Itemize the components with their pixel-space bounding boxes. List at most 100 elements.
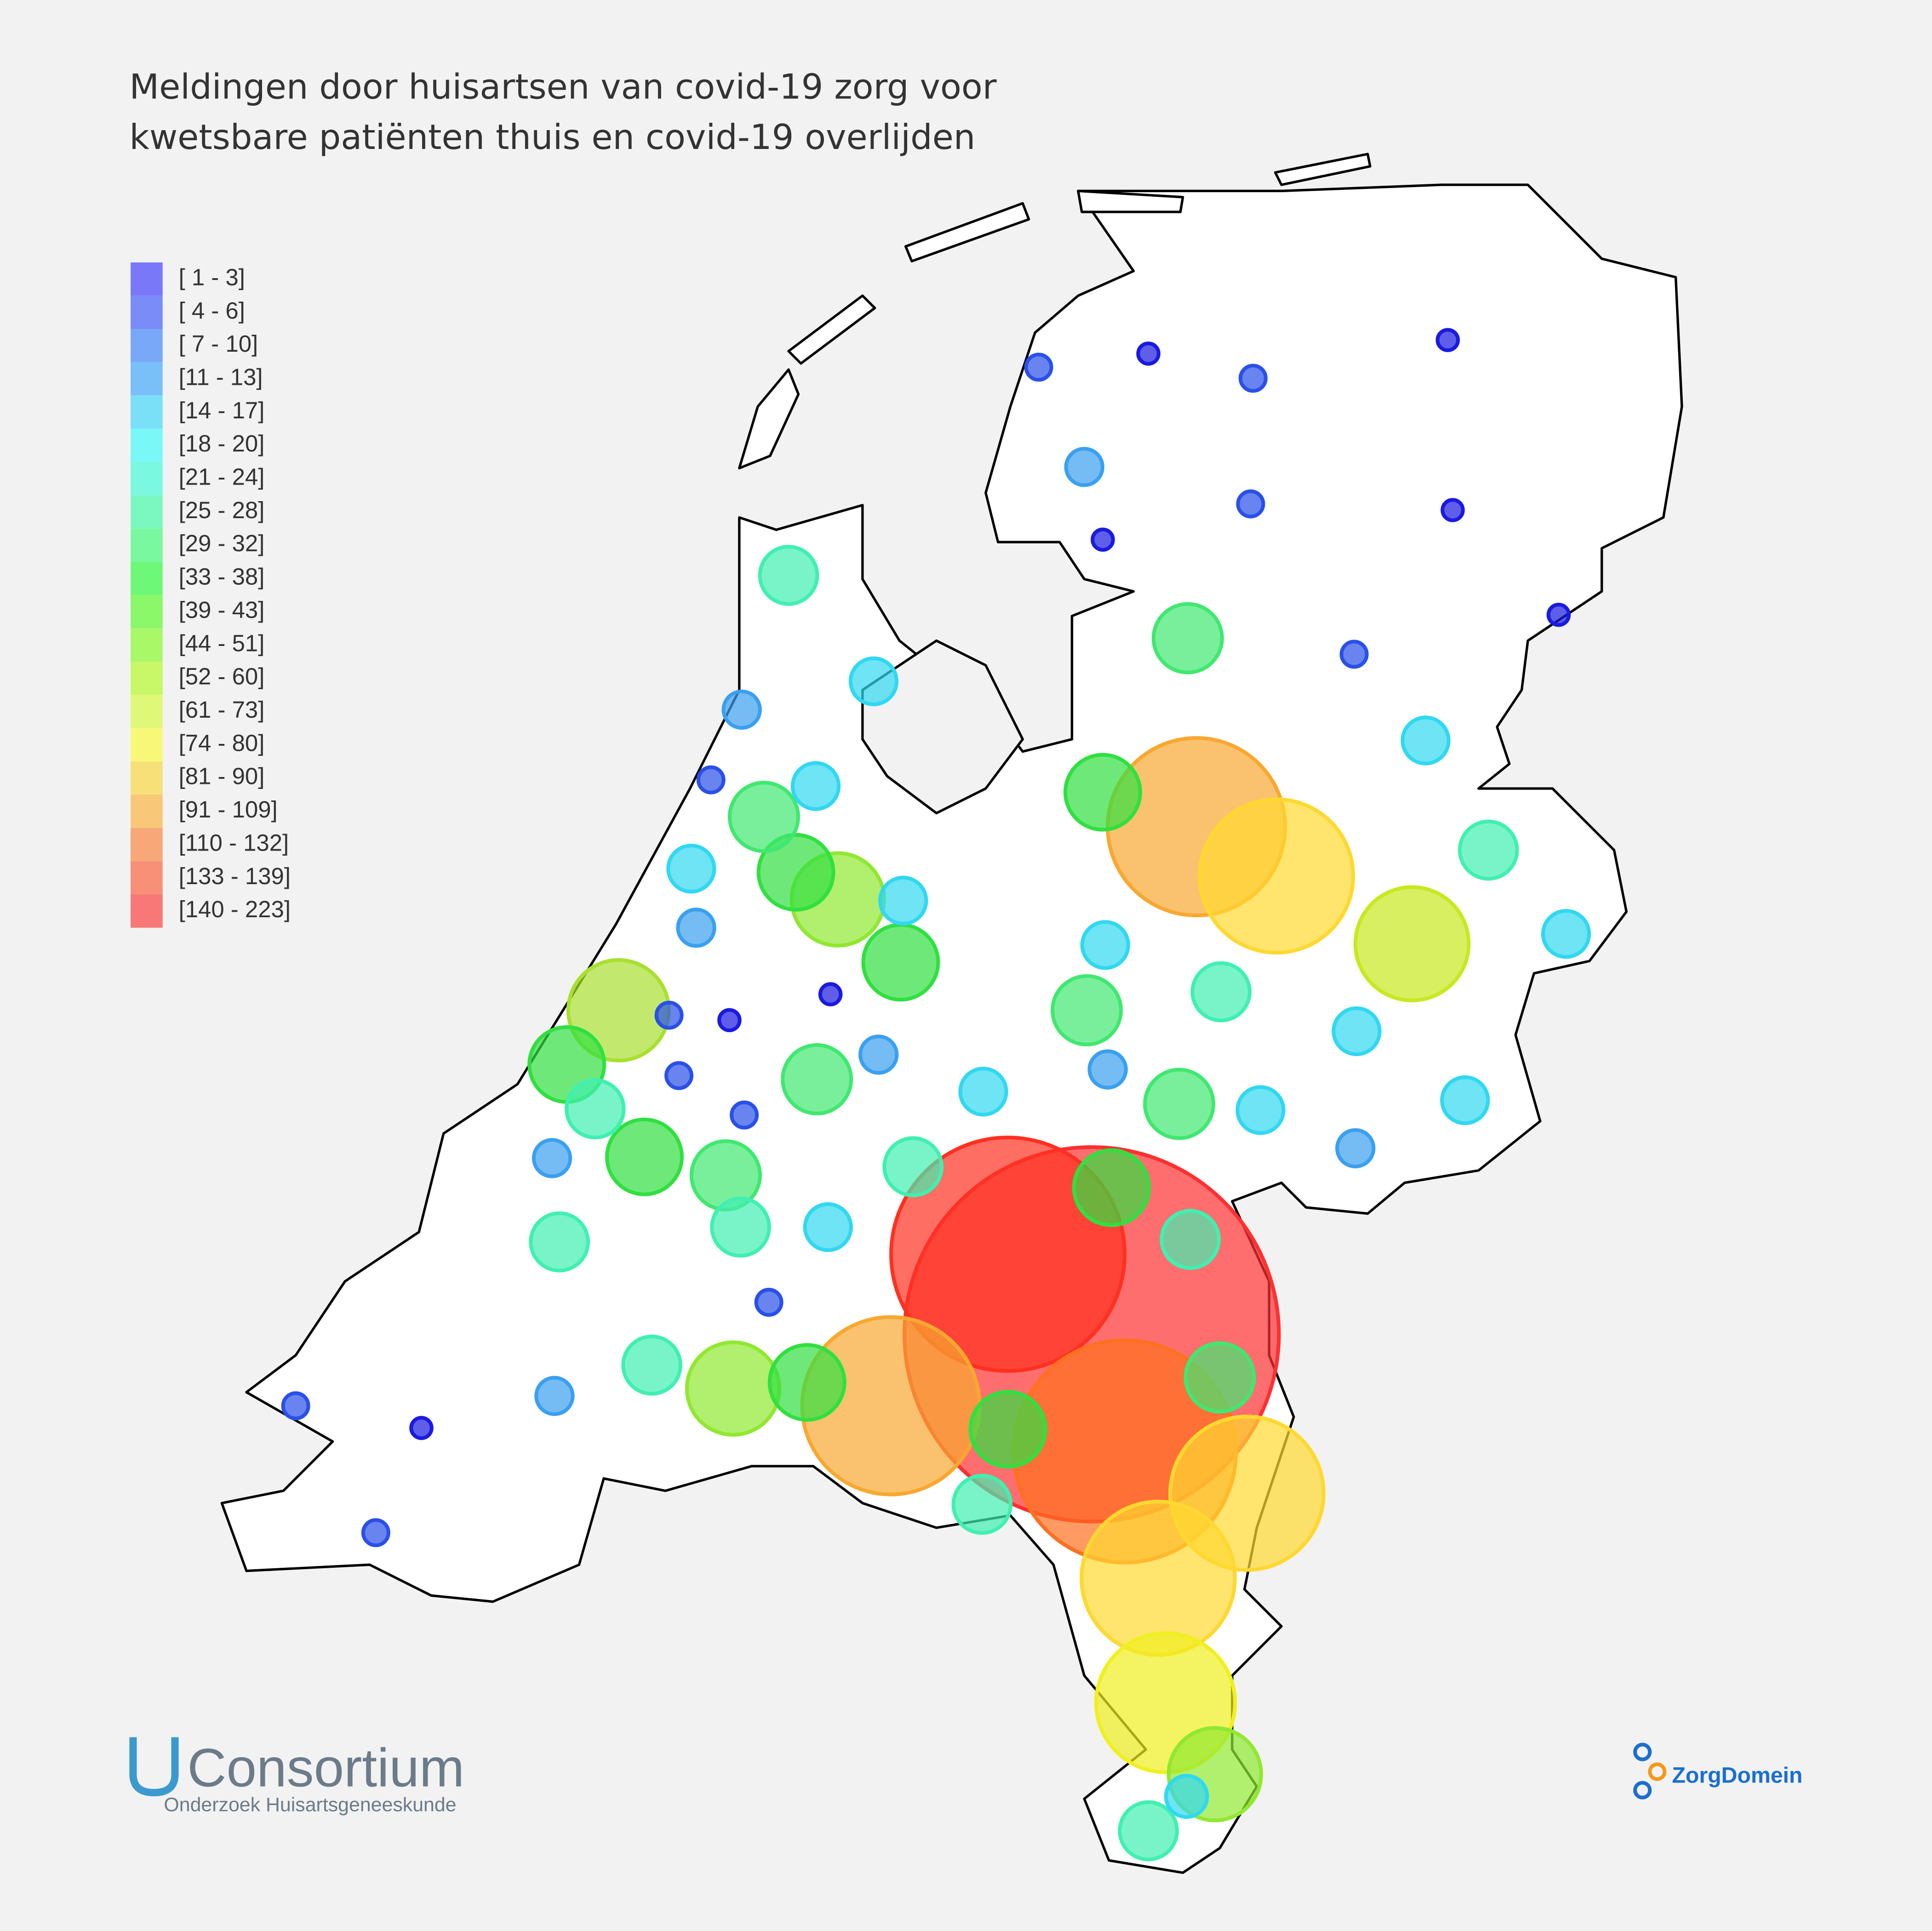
logo-text: Consortium [187, 1737, 464, 1798]
marker [1332, 1006, 1382, 1057]
legend-swatch [131, 329, 163, 362]
legend: [ 1 - 3] [ 4 - 6] [ 7 - 10] [11 - 13] [14 - … [131, 262, 291, 928]
logo-subtitle: Onderzoek Huisartsgeneeskunde [164, 1794, 456, 1816]
marker [281, 1391, 310, 1421]
legend-label: [44 - 51] [179, 630, 265, 656]
country-outline [220, 153, 1683, 1874]
legend-label: [81 - 90] [179, 763, 265, 789]
legend-swatch [131, 395, 163, 429]
marker [664, 1061, 694, 1090]
marker [409, 1416, 434, 1440]
marker [361, 1518, 390, 1548]
legend-label: [ 4 - 6] [179, 297, 245, 324]
legend-label: [11 - 13] [179, 364, 263, 390]
marker [754, 1288, 783, 1317]
marker [1458, 819, 1519, 881]
marker [818, 982, 843, 1006]
legend-swatch [131, 728, 163, 762]
marker [781, 1043, 853, 1115]
marker [529, 1211, 590, 1273]
legend-label: [91 - 109] [179, 796, 278, 823]
marker [1440, 498, 1465, 522]
logo-icon [1648, 1762, 1667, 1781]
marker [1236, 489, 1265, 519]
legend-label: [133 - 139] [179, 863, 291, 889]
marker [1546, 602, 1571, 627]
legend-label: [39 - 43] [179, 597, 265, 623]
legend-label: [61 - 73] [179, 697, 265, 723]
marker [861, 923, 940, 1002]
marker [1400, 715, 1451, 766]
ijsselmeer [861, 639, 1024, 815]
marker [1151, 602, 1224, 674]
legend-swatch [131, 761, 163, 795]
marker [1164, 1774, 1209, 1819]
legend-label: [74 - 80] [179, 730, 265, 756]
marker [1051, 974, 1123, 1046]
logo-icon [1633, 1742, 1652, 1761]
legend-swatch [131, 828, 163, 862]
title-line: kwetsbare patiënten thuis en covid-19 ov… [129, 117, 975, 157]
marker [666, 844, 716, 894]
marker [889, 1136, 1127, 1373]
legend-swatch [131, 861, 163, 895]
marker [1087, 1049, 1128, 1090]
legend-label: [ 7 - 10] [179, 331, 258, 357]
island [738, 368, 800, 469]
marker [685, 1340, 782, 1437]
legend-label: [18 - 20] [179, 430, 265, 457]
marker [654, 1000, 684, 1030]
legend-swatch [131, 894, 163, 928]
marker [1118, 1800, 1179, 1862]
marker [790, 761, 841, 811]
marker [756, 833, 835, 912]
legend-swatch [131, 561, 163, 595]
marker [1160, 1209, 1221, 1270]
marker [621, 1334, 682, 1396]
marker [676, 908, 716, 948]
marker [1235, 1085, 1286, 1135]
marker [1183, 1341, 1256, 1414]
legend-swatch [131, 695, 163, 728]
marker [848, 656, 899, 707]
legend-swatch [131, 595, 163, 628]
marker [1072, 1148, 1151, 1227]
logo-icon [129, 1737, 179, 1797]
legend-label: [110 - 132] [179, 829, 289, 856]
marker [1440, 1075, 1490, 1125]
legend-swatch [131, 528, 163, 562]
legend-label: [29 - 32] [179, 530, 265, 556]
marker [1435, 328, 1460, 352]
title-line: Meldingen door huisartsen van covid-19 z… [129, 66, 996, 107]
marker [534, 1376, 575, 1416]
legend-label: [140 - 223] [179, 896, 291, 922]
zorgdomein-logo: ZorgDomein [1633, 1742, 1803, 1800]
marker [858, 1034, 899, 1075]
legend-swatch [131, 262, 163, 296]
island [1274, 153, 1372, 186]
marker [1063, 753, 1142, 832]
legend-swatch [131, 495, 163, 529]
marker [1136, 341, 1160, 366]
logo-icon [1633, 1781, 1652, 1800]
marker [767, 1343, 846, 1422]
marker [710, 1196, 771, 1258]
legend-swatch [131, 462, 163, 496]
marker [1353, 885, 1471, 1002]
marker [878, 875, 928, 926]
legend-swatch [131, 662, 163, 695]
marker [1335, 1128, 1376, 1169]
marker [721, 689, 762, 730]
marker [1238, 364, 1268, 393]
island [787, 294, 876, 365]
marker [803, 1202, 853, 1252]
legend-swatch [131, 628, 163, 662]
marker [968, 1390, 1047, 1469]
marker [565, 1078, 626, 1140]
legend-swatch [131, 296, 163, 329]
legend-label: [52 - 60] [179, 663, 265, 690]
marker [717, 1008, 742, 1033]
marker [605, 1117, 684, 1196]
